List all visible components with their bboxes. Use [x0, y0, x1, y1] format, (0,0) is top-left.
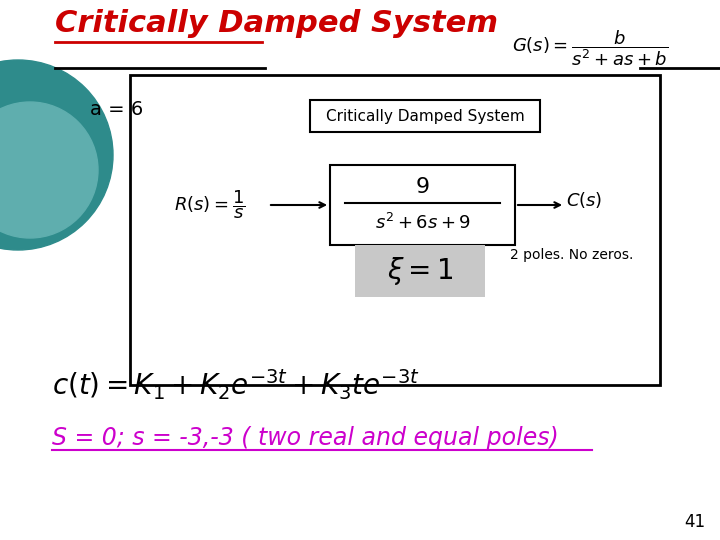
- FancyBboxPatch shape: [130, 75, 660, 385]
- Text: $G(s) = \dfrac{b}{s^2 + as + b}$: $G(s) = \dfrac{b}{s^2 + as + b}$: [512, 28, 668, 68]
- Text: 2 poles. No zeros.: 2 poles. No zeros.: [510, 248, 634, 262]
- Text: S = 0; s = -3,-3 ( two real and equal poles): S = 0; s = -3,-3 ( two real and equal po…: [52, 426, 559, 450]
- Circle shape: [0, 60, 113, 250]
- Text: $c(t) = K_1 + K_2 e^{-3t} + K_3 t e^{-3t}$: $c(t) = K_1 + K_2 e^{-3t} + K_3 t e^{-3t…: [52, 368, 420, 402]
- Text: a = 6: a = 6: [90, 100, 143, 119]
- FancyBboxPatch shape: [330, 165, 515, 245]
- Text: $9$: $9$: [415, 177, 430, 197]
- FancyBboxPatch shape: [310, 100, 540, 132]
- Text: $\xi = 1$: $\xi = 1$: [387, 255, 454, 287]
- Text: $R(s) = \dfrac{1}{s}$: $R(s) = \dfrac{1}{s}$: [174, 188, 246, 221]
- Text: Critically Damped System: Critically Damped System: [325, 109, 524, 124]
- Text: $s^2 + 6s + 9$: $s^2 + 6s + 9$: [374, 213, 470, 233]
- Circle shape: [0, 102, 98, 238]
- Text: $C(s)$: $C(s)$: [566, 190, 602, 210]
- FancyBboxPatch shape: [355, 245, 485, 297]
- Text: 41: 41: [685, 513, 706, 531]
- Text: Critically Damped System: Critically Damped System: [55, 9, 498, 38]
